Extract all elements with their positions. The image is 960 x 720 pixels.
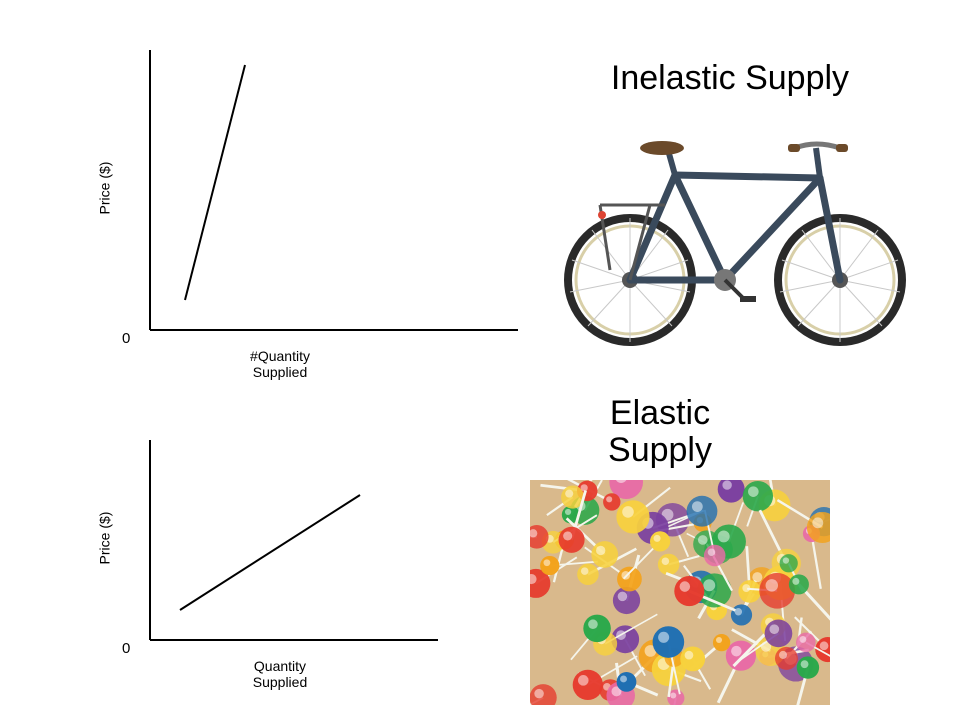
elastic-xlabel-line2: Supplied <box>253 674 308 690</box>
elastic-chart: Price ($) 0 Quantity Supplied <box>140 430 440 650</box>
elastic-origin: 0 <box>122 640 130 657</box>
lollipops-image <box>530 480 830 705</box>
inelastic-chart: Price ($) 0 #Quantity Supplied <box>140 40 520 340</box>
bicycle-image <box>540 120 930 350</box>
elastic-ylabel: Price ($) <box>96 512 112 565</box>
elastic-xlabel: Quantity Supplied <box>220 658 340 690</box>
elastic-xlabel-line1: Quantity <box>254 658 306 674</box>
lollipops-svg <box>530 480 830 705</box>
inelastic-origin: 0 <box>122 330 130 347</box>
inelastic-chart-svg <box>140 40 520 340</box>
elastic-title: Elastic Supply <box>560 395 760 470</box>
elastic-title-line1: Elastic <box>610 394 710 432</box>
inelastic-xlabel-line1: #Quantity <box>250 348 310 364</box>
elastic-title-line2: Supply <box>608 431 712 469</box>
inelastic-xlabel-line2: Supplied <box>253 364 308 380</box>
inelastic-title: Inelastic Supply <box>540 60 920 97</box>
elastic-chart-svg <box>140 430 440 650</box>
inelastic-ylabel: Price ($) <box>96 162 112 215</box>
inelastic-xlabel: #Quantity Supplied <box>220 348 340 380</box>
bicycle-svg <box>540 120 930 350</box>
